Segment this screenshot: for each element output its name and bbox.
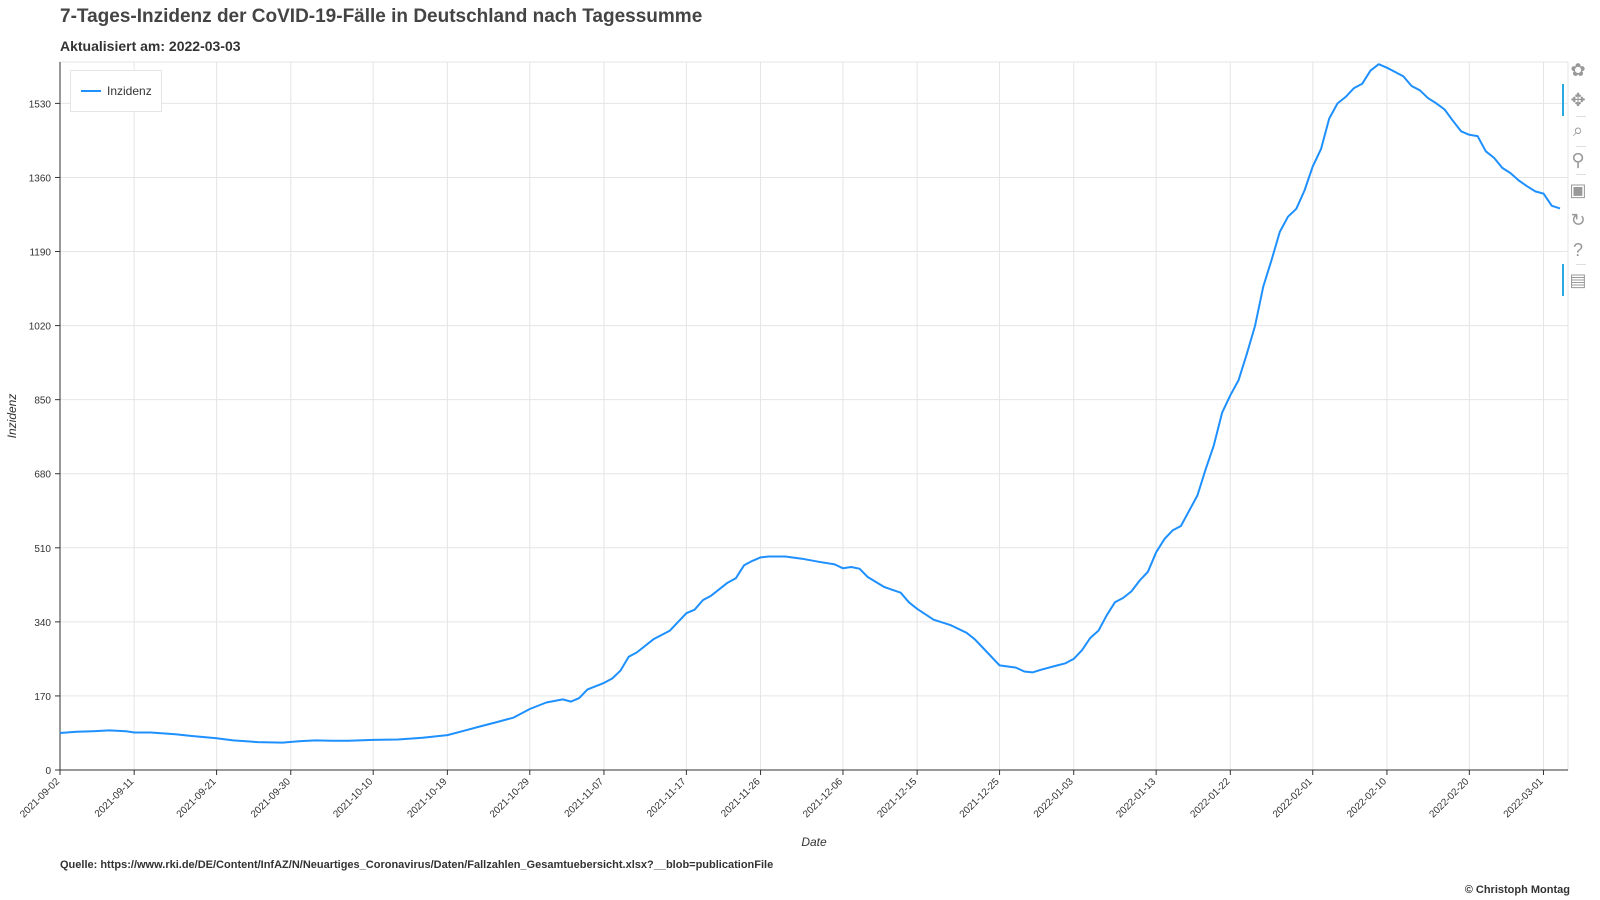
plot-toolbar: ✿ ✥ ⌕ ⚲ ▣ ↻ ? ▤ <box>1562 56 1594 306</box>
y-tick-label: 0 <box>45 766 51 777</box>
y-tick-label: 1190 <box>29 248 51 259</box>
legend-swatch <box>81 90 101 92</box>
x-tick-label: 2022-02-01 <box>1271 776 1315 820</box>
chart-title: 7-Tages-Inzidenz der CoVID-19-Fälle in D… <box>60 6 703 27</box>
x-tick-label: 2021-09-21 <box>175 776 219 820</box>
chart-subtitle: Aktualisiert am: 2022-03-03 <box>60 38 241 54</box>
x-tick-label: 2021-09-11 <box>93 776 137 820</box>
plot-frame <box>59 61 1569 771</box>
x-tick-label: 2021-09-02 <box>18 776 62 820</box>
toolbar-divider <box>1576 264 1586 265</box>
legend-label: Inzidenz <box>107 84 152 98</box>
save-tool-icon[interactable]: ▣ <box>1569 179 1587 200</box>
hover-tool-icon[interactable]: ▤ <box>1562 264 1590 296</box>
toolbar-divider <box>1576 174 1586 175</box>
x-tick-label: 2022-01-13 <box>1114 776 1158 820</box>
source-note: Quelle: https://www.rki.de/DE/Content/In… <box>60 859 774 871</box>
x-tick-label: 2021-10-10 <box>331 776 375 820</box>
wheel-zoom-tool-icon[interactable]: ⚲ <box>1571 149 1585 170</box>
y-tick-label: 170 <box>34 692 51 703</box>
x-tick-label: 2021-11-26 <box>719 776 763 820</box>
x-tick-label: 2022-01-03 <box>1032 776 1076 820</box>
pan-tool-icon[interactable]: ✥ <box>1562 84 1590 116</box>
y-tick-label: 680 <box>34 470 51 481</box>
series-line-inzidenz <box>59 63 1561 744</box>
y-tick-label: 850 <box>34 396 51 407</box>
box-zoom-tool-icon[interactable]: ⌕ <box>1572 119 1584 140</box>
x-tick-label: 2022-02-10 <box>1345 776 1389 820</box>
bokeh-logo-icon[interactable]: ✿ <box>1570 59 1586 80</box>
x-tick-label: 2021-12-25 <box>958 776 1002 820</box>
reset-tool-icon[interactable]: ↻ <box>1570 209 1586 230</box>
toolbar-divider <box>1576 146 1586 147</box>
x-tick-label: 2021-11-07 <box>563 776 607 820</box>
toolbar-divider <box>1576 116 1586 117</box>
y-tick-label: 510 <box>34 544 51 555</box>
x-tick-label: 2022-02-20 <box>1428 776 1472 820</box>
x-tick-label: 2021-10-29 <box>488 776 532 820</box>
help-tool-icon[interactable]: ? <box>1572 239 1583 260</box>
x-tick-label: 2022-03-01 <box>1502 776 1546 820</box>
x-tick-label: 2021-11-17 <box>645 776 689 820</box>
x-axis-label: Date <box>801 835 827 849</box>
y-tick-label: 1530 <box>29 99 52 110</box>
y-tick-label: 1360 <box>29 173 52 184</box>
y-tick-label: 1020 <box>29 322 52 333</box>
x-tick-label: 2022-01-22 <box>1188 776 1232 820</box>
x-tick-label: 2021-10-19 <box>406 776 450 820</box>
x-tick-label: 2021-09-30 <box>249 776 293 820</box>
x-tick-label: 2021-12-15 <box>875 776 919 820</box>
y-axis-label: Inzidenz <box>5 394 19 439</box>
chart-legend: Inzidenz <box>70 70 162 112</box>
y-tick-label: 340 <box>34 618 51 629</box>
x-tick-label: 2021-12-06 <box>801 776 845 820</box>
copyright-note: © Christoph Montag <box>1464 884 1570 896</box>
